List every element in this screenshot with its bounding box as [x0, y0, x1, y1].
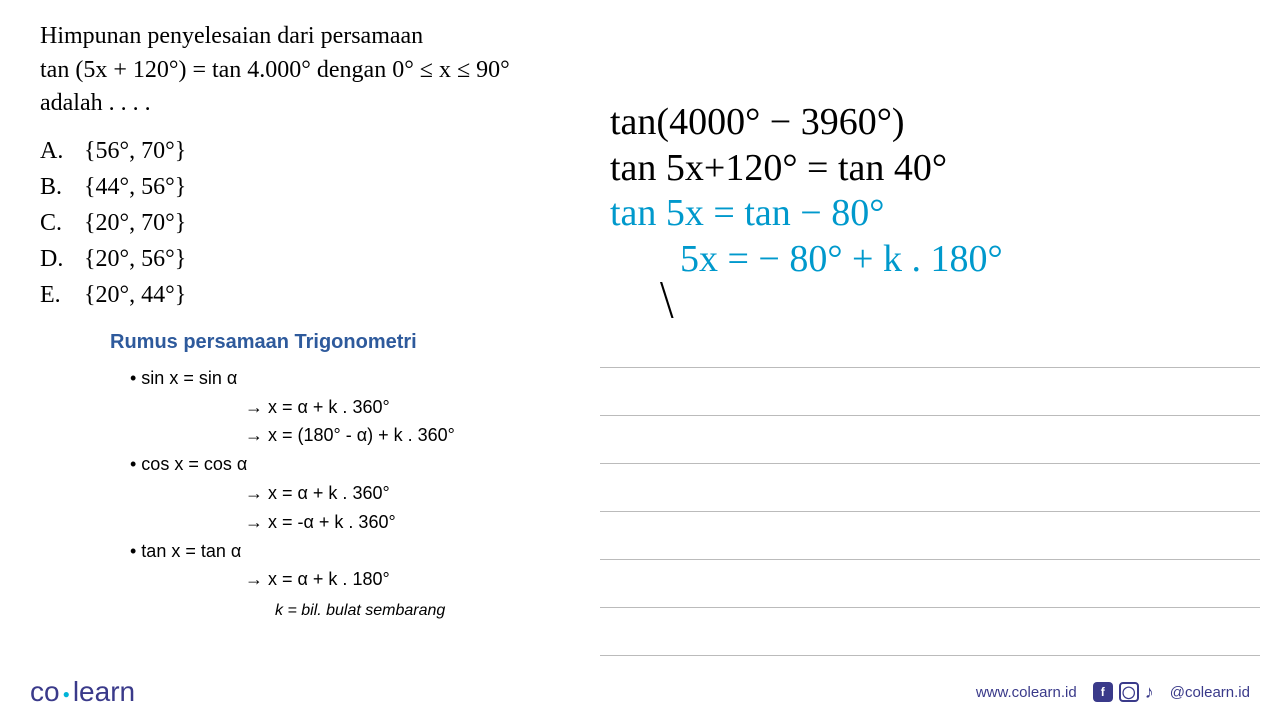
question-panel: Himpunan penyelesaian dari persamaan tan… — [40, 20, 600, 620]
option-value: {56°, 70°} — [84, 133, 186, 169]
formula-sin-rule2: → x = (180° - α) + k . 360° — [245, 421, 600, 450]
question-text: Himpunan penyelesaian dari persamaan tan… — [40, 20, 600, 121]
footer-url: www.colearn.id — [976, 684, 1077, 701]
handwriting-line-2: tan 5x+120° = tan 40° — [610, 146, 1260, 192]
option-letter: B. — [40, 169, 68, 205]
handwriting-panel: tan(4000° − 3960°) tan 5x+120° = tan 40°… — [610, 100, 1260, 325]
option-letter: A. — [40, 133, 68, 169]
ruled-line — [600, 608, 1260, 656]
handwriting-line-3: tan 5x = tan − 80° — [610, 191, 1260, 237]
option-c: C. {20°, 70°} — [40, 205, 600, 241]
ruled-lines — [600, 320, 1260, 656]
ruled-line — [600, 320, 1260, 368]
ruled-line — [600, 464, 1260, 512]
option-letter: C. — [40, 205, 68, 241]
footer-handle: @colearn.id — [1170, 684, 1250, 701]
social-icons: f ◯ ♪ — [1093, 682, 1154, 703]
instagram-icon: ◯ — [1119, 682, 1139, 702]
ruled-line — [600, 416, 1260, 464]
option-value: {20°, 44°} — [84, 277, 186, 313]
handwriting-line-4: 5x = − 80° + k . 180° — [680, 237, 1260, 283]
formula-section: Rumus persamaan Trigonometri • sin x = s… — [110, 331, 600, 620]
option-a: A. {56°, 70°} — [40, 133, 600, 169]
logo-co: co — [30, 676, 60, 707]
logo: co●learn — [30, 676, 135, 708]
handwriting-line-5: ⧹ — [660, 277, 1260, 325]
option-d: D. {20°, 56°} — [40, 241, 600, 277]
tiktok-icon: ♪ — [1145, 682, 1154, 703]
question-line-2: tan (5x + 120°) = tan 4.000° dengan 0° ≤… — [40, 54, 600, 88]
question-line-3: adalah . . . . — [40, 87, 600, 121]
footer: co●learn www.colearn.id f ◯ ♪ @colearn.i… — [0, 676, 1280, 708]
option-letter: E. — [40, 277, 68, 313]
formula-cos-rule1: → x = α + k . 360° — [245, 479, 600, 508]
facebook-icon: f — [1093, 682, 1113, 702]
option-value: {20°, 56°} — [84, 241, 186, 277]
ruled-line — [600, 512, 1260, 560]
ruled-line — [600, 560, 1260, 608]
ruled-line — [600, 368, 1260, 416]
options-list: A. {56°, 70°} B. {44°, 56°} C. {20°, 70°… — [40, 133, 600, 313]
formula-title: Rumus persamaan Trigonometri — [110, 331, 600, 354]
option-b: B. {44°, 56°} — [40, 169, 600, 205]
option-letter: D. — [40, 241, 68, 277]
formula-sin-rule1: → x = α + k . 360° — [245, 393, 600, 422]
option-e: E. {20°, 44°} — [40, 277, 600, 313]
option-value: {20°, 70°} — [84, 205, 186, 241]
formula-cos-rule2: → x = -α + k . 360° — [245, 508, 600, 537]
formula-tan-rule1: → x = α + k . 180° — [245, 565, 600, 594]
formula-note: k = bil. bulat sembarang — [275, 602, 600, 620]
handwriting-line-1: tan(4000° − 3960°) — [610, 100, 1260, 146]
footer-right: www.colearn.id f ◯ ♪ @colearn.id — [976, 682, 1250, 703]
logo-learn: learn — [73, 676, 135, 707]
logo-dot-icon: ● — [63, 687, 70, 701]
option-value: {44°, 56°} — [84, 169, 186, 205]
question-line-1: Himpunan penyelesaian dari persamaan — [40, 20, 600, 54]
formula-tan-header: • tan x = tan α — [130, 537, 600, 566]
formula-sin-header: • sin x = sin α — [130, 364, 600, 393]
formula-cos-header: • cos x = cos α — [130, 450, 600, 479]
